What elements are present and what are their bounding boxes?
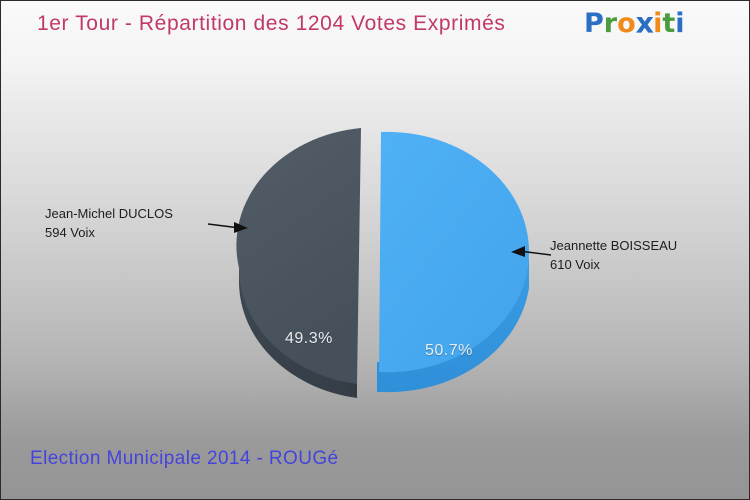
callout-label-boisseau-name: Jeannette BOISSEAU [550, 238, 678, 253]
logo-letter-i1: i [653, 8, 663, 39]
callout-arrow-right-icon [511, 246, 551, 257]
logo-letter-r: r [603, 8, 618, 39]
proxiti-logo: Proxiti [584, 7, 685, 40]
logo-letter-o: o [617, 8, 636, 39]
callout-arrow-left-icon [208, 222, 248, 233]
footer-caption: Election Municipale 2014 - ROUGé [30, 448, 339, 469]
logo-letter-t: t [662, 8, 676, 39]
callout-label-boisseau: Jeannette BOISSEAU 610 Voix [550, 236, 677, 274]
pie-slice-boisseau-percent: 50.7% [425, 342, 473, 359]
callout-label-duclos: Jean-Michel DUCLOS 594 Voix [45, 204, 173, 242]
pie-slice-duclos[interactable] [236, 128, 361, 398]
pie-slice-duclos-percent: 49.3% [285, 330, 333, 347]
pie-slice-boisseau[interactable] [377, 131, 530, 393]
pie-slice-duclos-face [236, 128, 361, 384]
callout-label-duclos-name: Jean-Michel DUCLOS [45, 206, 173, 221]
pie-slice-boisseau-face [379, 131, 530, 373]
callout-label-boisseau-votes: 610 Voix [550, 257, 600, 272]
page-title: 1er Tour - Répartition des 1204 Votes Ex… [37, 12, 506, 35]
pie-chart-svg [236, 128, 530, 398]
header-bar: 1er Tour - Répartition des 1204 Votes Ex… [1, 1, 749, 63]
logo-letter-x: x [635, 7, 654, 40]
callout-label-duclos-votes: 594 Voix [45, 225, 95, 240]
logo-letter-p: P [584, 8, 604, 39]
pie-chart: 49.3% 50.7% [231, 106, 551, 406]
logo-letter-i2: i [675, 8, 685, 39]
